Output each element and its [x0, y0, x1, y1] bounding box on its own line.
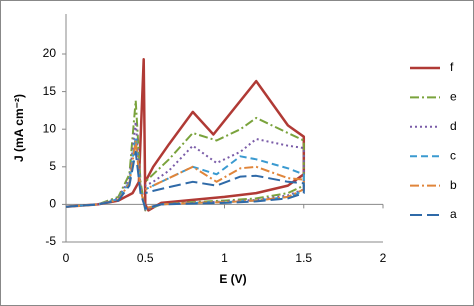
x-tick-label: 1.5	[295, 251, 312, 265]
x-tick-label: 1	[221, 251, 228, 265]
y-tick-label: 20	[43, 46, 57, 60]
x-axis-label: E (V)	[219, 272, 246, 286]
y-tick-label: -5	[45, 234, 56, 248]
y-tick-label: 10	[43, 121, 57, 135]
x-tick-label: 0.5	[137, 251, 154, 265]
x-tick-label: 2	[380, 251, 387, 265]
y-tick-label: 5	[49, 159, 56, 173]
series-line	[65, 139, 305, 210]
series-line	[65, 99, 305, 212]
y-tick-label: 15	[43, 84, 57, 98]
x-tick-label: 0	[63, 251, 70, 265]
legend-label: e	[450, 90, 457, 104]
series-line	[65, 58, 306, 212]
legend-label: d	[450, 119, 457, 133]
y-axis-label: J (mA cm⁻²)	[12, 94, 26, 162]
legend-label: f	[450, 60, 454, 74]
y-tick-label: 0	[49, 197, 56, 211]
legend-label: c	[450, 148, 456, 162]
legend-label: a	[450, 207, 457, 221]
series-line	[65, 150, 305, 210]
legend-label: b	[450, 178, 457, 192]
